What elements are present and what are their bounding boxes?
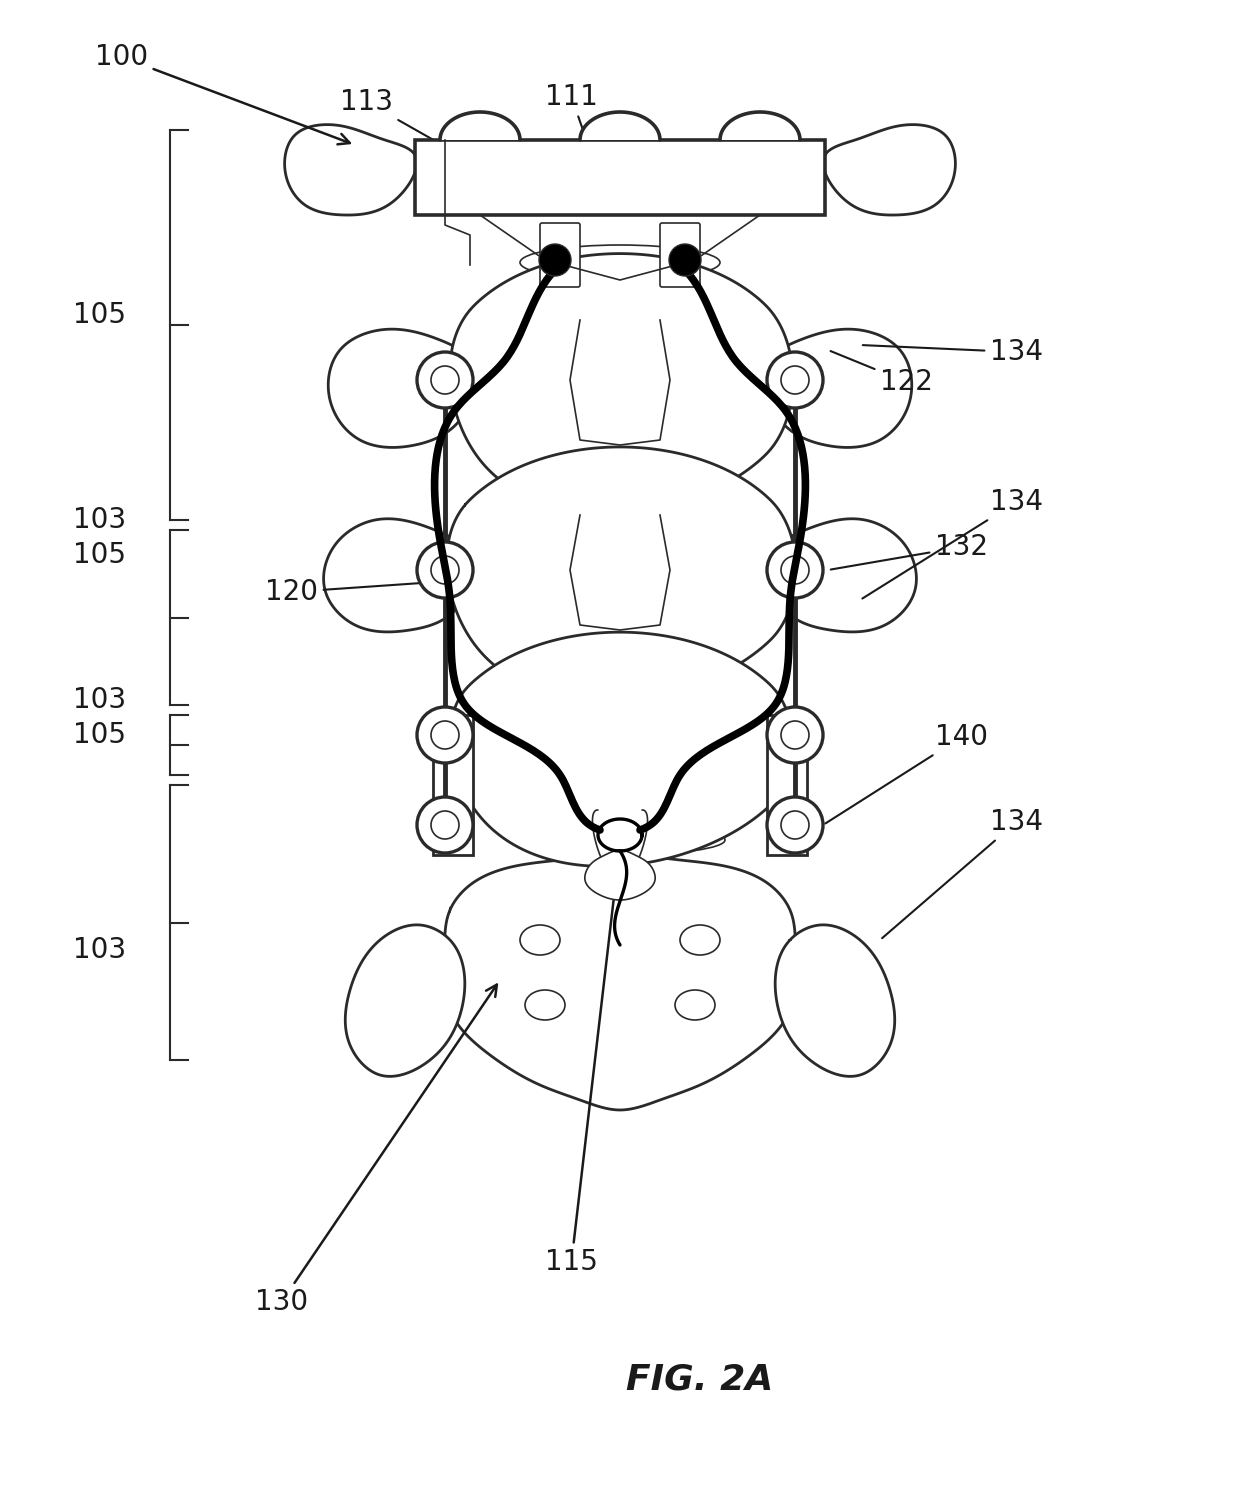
Circle shape	[417, 543, 472, 598]
Circle shape	[670, 244, 701, 276]
Polygon shape	[450, 631, 792, 867]
Polygon shape	[415, 140, 825, 216]
Text: 103: 103	[73, 506, 126, 533]
Text: 120: 120	[265, 579, 463, 606]
Polygon shape	[770, 518, 916, 631]
Ellipse shape	[520, 246, 720, 280]
Text: 134: 134	[862, 488, 1043, 598]
Ellipse shape	[520, 463, 720, 493]
Circle shape	[768, 353, 823, 408]
Text: 105: 105	[73, 301, 126, 329]
Polygon shape	[823, 125, 955, 216]
Text: 113: 113	[340, 87, 458, 154]
Text: 134: 134	[882, 808, 1043, 939]
Circle shape	[768, 707, 823, 763]
Text: 111: 111	[546, 83, 598, 148]
Polygon shape	[720, 112, 800, 140]
Text: 105: 105	[73, 541, 126, 570]
Text: 100: 100	[95, 44, 350, 145]
Circle shape	[781, 720, 808, 749]
Circle shape	[417, 797, 472, 853]
Circle shape	[432, 556, 459, 585]
Circle shape	[539, 244, 570, 276]
Circle shape	[781, 556, 808, 585]
Text: 103: 103	[73, 686, 126, 714]
Text: 103: 103	[73, 936, 126, 964]
Polygon shape	[433, 714, 472, 854]
Polygon shape	[445, 854, 795, 1111]
FancyBboxPatch shape	[539, 223, 580, 286]
Text: 105: 105	[73, 720, 126, 749]
Ellipse shape	[515, 824, 725, 854]
Ellipse shape	[520, 648, 720, 677]
Text: FIG. 2A: FIG. 2A	[626, 1362, 774, 1397]
Polygon shape	[589, 458, 652, 580]
Ellipse shape	[675, 990, 715, 1020]
Circle shape	[781, 366, 808, 393]
Ellipse shape	[520, 925, 560, 955]
Text: 140: 140	[826, 723, 988, 823]
Circle shape	[781, 811, 808, 839]
Text: 134: 134	[863, 338, 1043, 366]
Circle shape	[432, 720, 459, 749]
Circle shape	[768, 797, 823, 853]
Polygon shape	[440, 112, 520, 140]
Polygon shape	[446, 448, 796, 701]
Text: 115: 115	[546, 850, 624, 1276]
Polygon shape	[585, 850, 655, 900]
Circle shape	[432, 366, 459, 393]
Circle shape	[417, 707, 472, 763]
Polygon shape	[324, 518, 470, 631]
Polygon shape	[329, 329, 475, 448]
Polygon shape	[345, 925, 465, 1076]
Polygon shape	[589, 643, 651, 750]
Polygon shape	[450, 253, 792, 512]
Ellipse shape	[680, 925, 720, 955]
Polygon shape	[768, 714, 807, 854]
Text: 132: 132	[831, 533, 988, 570]
Polygon shape	[765, 329, 911, 448]
Text: 130: 130	[255, 984, 497, 1316]
Circle shape	[417, 353, 472, 408]
FancyBboxPatch shape	[660, 223, 701, 286]
Circle shape	[432, 811, 459, 839]
Ellipse shape	[525, 990, 565, 1020]
Circle shape	[768, 543, 823, 598]
Polygon shape	[580, 112, 660, 140]
Polygon shape	[285, 125, 417, 216]
Text: 122: 122	[831, 351, 932, 396]
Polygon shape	[775, 925, 895, 1076]
